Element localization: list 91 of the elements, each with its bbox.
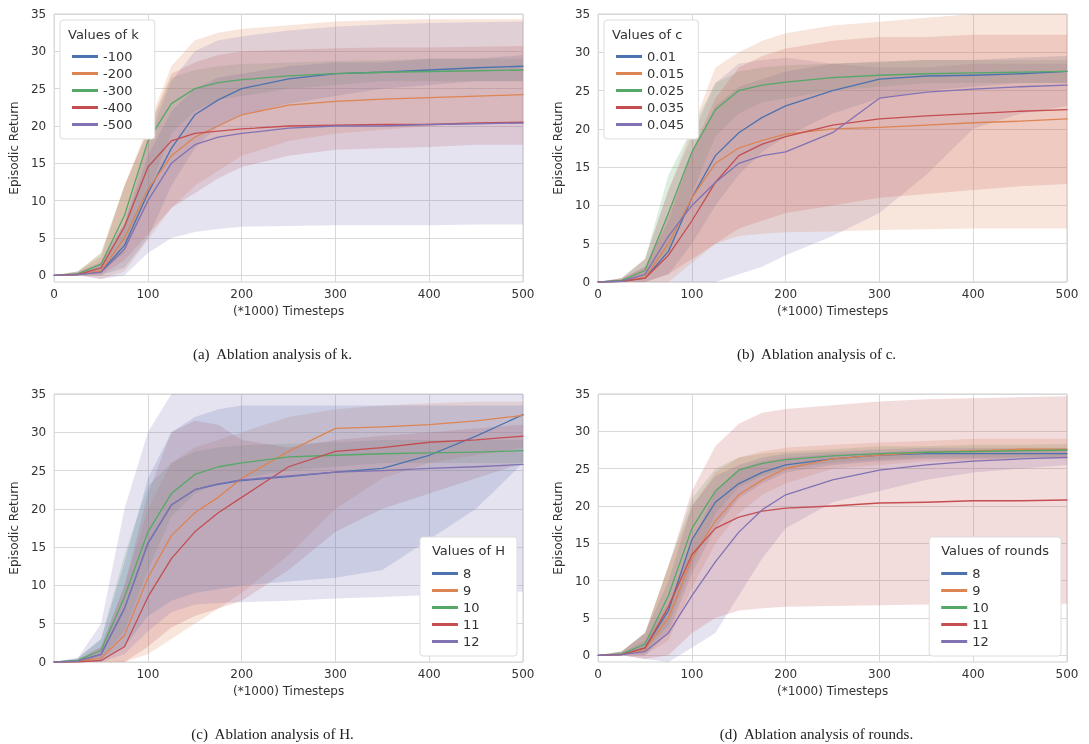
x-tick-label: 500 bbox=[1055, 287, 1079, 301]
y-tick-label: 35 bbox=[30, 7, 47, 21]
x-tick-label: 300 bbox=[324, 287, 347, 301]
x-axis-title: (*1000) Timesteps bbox=[776, 303, 889, 318]
legend-label: 10 bbox=[462, 600, 480, 615]
text: (c) Ablation analysis of H. bbox=[191, 725, 354, 743]
y-tick-label: 5 bbox=[38, 230, 47, 245]
legend-label: 8 bbox=[972, 566, 981, 581]
x-tick-label: 300 bbox=[868, 667, 891, 681]
x-tick-label: 400 bbox=[417, 287, 441, 301]
legend-label: -100 bbox=[103, 49, 133, 64]
legend-label: 8 bbox=[462, 566, 472, 581]
y-tick-label: 20 bbox=[574, 498, 591, 513]
y-tick-label: 25 bbox=[574, 461, 591, 476]
legend-title: Values of c bbox=[612, 27, 683, 42]
x-tick-label: 100 bbox=[680, 667, 704, 681]
legend-label: 12 bbox=[462, 634, 480, 649]
y-tick-label: 5 bbox=[38, 616, 47, 631]
x-tick-label: 400 bbox=[961, 667, 985, 681]
x-tick-label: 300 bbox=[868, 287, 891, 301]
y-tick-label: 30 bbox=[574, 424, 591, 439]
text: (d) Ablation analysis of rounds. bbox=[719, 725, 914, 743]
y-tick-label: 10 bbox=[30, 193, 47, 208]
y-tick-label: 35 bbox=[574, 7, 591, 21]
legend-label: 0.015 bbox=[647, 66, 685, 81]
x-tick-label: 400 bbox=[961, 287, 985, 301]
y-axis-title: Episodic Return bbox=[7, 481, 21, 575]
y-tick-label: 20 bbox=[574, 121, 591, 136]
x-tick-label: 500 bbox=[511, 287, 535, 301]
legend-title: Values of k bbox=[68, 27, 140, 42]
y-tick-label: 10 bbox=[30, 578, 47, 593]
legend-label: -200 bbox=[103, 66, 133, 81]
legend-title: Values of rounds bbox=[941, 543, 1050, 558]
x-tick-label: 100 bbox=[680, 287, 704, 301]
y-tick-label: 15 bbox=[574, 160, 591, 175]
legend-label: 10 bbox=[972, 600, 989, 615]
y-tick-label: 25 bbox=[30, 81, 47, 96]
y-tick-label: 15 bbox=[30, 540, 47, 555]
y-tick-label: 25 bbox=[30, 463, 47, 478]
y-tick-label: 30 bbox=[30, 425, 47, 440]
y-axis-title: Episodic Return bbox=[551, 481, 565, 575]
legend-label: 0.045 bbox=[647, 117, 685, 132]
y-tick-label: 0 bbox=[582, 275, 591, 289]
x-axis-title: (*1000) Timesteps bbox=[232, 303, 345, 318]
legend-label: 9 bbox=[972, 583, 981, 598]
y-tick-label: 15 bbox=[30, 156, 47, 171]
legend-label: 0.025 bbox=[647, 83, 685, 98]
legend-label: -300 bbox=[103, 83, 133, 98]
legend-label: 0.035 bbox=[647, 100, 685, 115]
y-tick-label: 0 bbox=[582, 648, 591, 663]
y-tick-label: 30 bbox=[574, 45, 591, 60]
y-tick-label: 30 bbox=[30, 44, 47, 59]
y-tick-label: 5 bbox=[582, 610, 591, 625]
y-tick-label: 0 bbox=[38, 268, 47, 283]
x-tick-label: 200 bbox=[774, 667, 798, 681]
y-tick-label: 20 bbox=[30, 118, 47, 133]
legend-label: 0.01 bbox=[647, 49, 676, 64]
x-tick-label: 0 bbox=[50, 287, 58, 301]
x-tick-label: 200 bbox=[774, 287, 798, 301]
x-axis-title: (*1000) Timesteps bbox=[232, 683, 345, 698]
x-tick-label: 100 bbox=[136, 667, 160, 681]
x-axis-title: (*1000) Timesteps bbox=[776, 683, 889, 698]
y-tick-label: 35 bbox=[574, 387, 591, 401]
y-tick-label: 15 bbox=[574, 536, 591, 551]
legend-label: 11 bbox=[972, 617, 989, 632]
y-tick-label: 25 bbox=[574, 83, 591, 98]
text: (a) Ablation analysis of k. bbox=[192, 345, 353, 363]
x-tick-label: 500 bbox=[511, 667, 535, 681]
legend-label: 11 bbox=[462, 617, 480, 632]
legend-label: -500 bbox=[103, 117, 133, 132]
y-tick-label: 5 bbox=[582, 236, 591, 251]
y-tick-label: 35 bbox=[30, 387, 47, 401]
legend-label: 9 bbox=[462, 583, 472, 598]
y-tick-label: 10 bbox=[574, 198, 591, 213]
y-tick-label: 10 bbox=[574, 573, 591, 588]
x-tick-label: 200 bbox=[230, 287, 254, 301]
x-tick-label: 300 bbox=[324, 667, 347, 681]
x-tick-label: 400 bbox=[417, 667, 441, 681]
legend-label: -400 bbox=[103, 100, 133, 115]
x-tick-label: 0 bbox=[594, 667, 602, 681]
x-tick-label: 0 bbox=[594, 287, 602, 301]
x-tick-label: 200 bbox=[230, 667, 254, 681]
y-axis-title: Episodic Return bbox=[551, 101, 565, 195]
x-tick-label: 100 bbox=[136, 287, 160, 301]
y-axis-title: Episodic Return bbox=[7, 101, 21, 195]
text: (b) Ablation analysis of c. bbox=[736, 345, 897, 363]
legend-title: Values of H bbox=[431, 543, 505, 558]
y-tick-label: 20 bbox=[30, 501, 47, 516]
legend-label: 12 bbox=[972, 634, 989, 649]
y-tick-label: 0 bbox=[38, 655, 47, 669]
x-tick-label: 500 bbox=[1055, 667, 1079, 681]
